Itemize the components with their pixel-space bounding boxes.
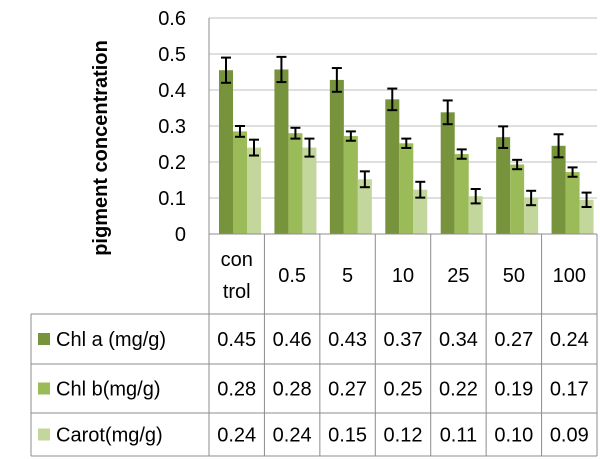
error-bar bbox=[401, 137, 412, 149]
data-label: 0.25 bbox=[384, 379, 423, 401]
error-bar bbox=[553, 133, 564, 159]
data-label: 0.19 bbox=[494, 379, 533, 401]
error-bar bbox=[235, 125, 245, 138]
x-tick-label: 5 bbox=[342, 265, 353, 287]
data-label: 0.24 bbox=[550, 329, 589, 351]
y-tick-label: 0 bbox=[175, 224, 186, 246]
y-tick-label: 0.4 bbox=[158, 80, 186, 102]
error-bar bbox=[304, 137, 315, 158]
data-label: 0.28 bbox=[273, 379, 312, 401]
y-tick-label: 0.2 bbox=[158, 152, 186, 174]
data-label: 0.34 bbox=[439, 329, 478, 351]
data-label: 0.10 bbox=[494, 425, 533, 447]
y-tick-label: 0.6 bbox=[158, 8, 186, 30]
bar bbox=[302, 147, 317, 234]
bars bbox=[219, 69, 594, 234]
error-bar bbox=[512, 158, 523, 171]
data-label: 0.15 bbox=[328, 425, 367, 447]
error-bar bbox=[498, 125, 509, 149]
data-label: 0.24 bbox=[217, 425, 256, 447]
x-tick-label: 50 bbox=[503, 265, 525, 287]
y-axis: 0 0.1 0.2 0.3 0.4 0.5 0.6 bbox=[158, 8, 210, 246]
legend-key bbox=[38, 428, 50, 441]
y-tick-label: 0.3 bbox=[158, 116, 186, 138]
bar bbox=[274, 69, 289, 234]
data-label: 0.46 bbox=[273, 329, 312, 351]
bar bbox=[440, 112, 455, 234]
bar bbox=[233, 131, 247, 234]
data-label: 0.12 bbox=[384, 425, 423, 447]
data-label: 0.11 bbox=[440, 425, 477, 447]
bar bbox=[468, 196, 483, 234]
error-bar bbox=[290, 126, 301, 140]
bar bbox=[496, 137, 511, 234]
data-label: 0.27 bbox=[328, 379, 367, 401]
x-tick-label: 25 bbox=[447, 265, 469, 287]
data-label: 0.28 bbox=[217, 379, 256, 401]
bar bbox=[247, 147, 261, 234]
data-label: 0.17 bbox=[550, 379, 589, 401]
data-table: con trol 0.5 5 10 25 50 100 Chl a (mg/g) 0.45 0.46… bbox=[30, 233, 598, 457]
bar bbox=[399, 143, 414, 234]
bar bbox=[510, 164, 525, 234]
error-bar bbox=[442, 99, 453, 126]
bar bbox=[288, 133, 303, 234]
bar bbox=[524, 198, 539, 234]
bar bbox=[329, 79, 344, 234]
legend-label: Carot(mg/g) bbox=[56, 425, 163, 447]
bar bbox=[551, 145, 566, 234]
bar bbox=[343, 136, 358, 234]
y-tick-label: 0.5 bbox=[158, 44, 186, 66]
legend-key bbox=[38, 382, 50, 395]
data-label: 0.09 bbox=[550, 425, 589, 447]
error-bar bbox=[387, 87, 398, 112]
error-bar bbox=[470, 188, 481, 205]
data-label: 0.24 bbox=[273, 425, 312, 447]
legend-label: Chl a (mg/g) bbox=[56, 329, 166, 351]
data-label: 0.43 bbox=[328, 329, 367, 351]
error-bar bbox=[526, 189, 537, 207]
legend-key bbox=[38, 333, 50, 345]
x-tick-label: con bbox=[221, 249, 253, 271]
legend-label: Chl b(mg/g) bbox=[56, 379, 160, 401]
error-bar bbox=[345, 130, 356, 142]
data-label: 0.37 bbox=[384, 329, 423, 351]
data-label: 0.22 bbox=[439, 379, 478, 401]
error-bar bbox=[221, 56, 231, 84]
data-label: 0.45 bbox=[217, 329, 256, 351]
error-bar bbox=[276, 55, 287, 84]
x-tick-label: 100 bbox=[553, 265, 586, 287]
bar bbox=[413, 189, 428, 234]
error-bar bbox=[415, 180, 426, 199]
error-bar bbox=[331, 67, 342, 93]
bar bbox=[385, 99, 400, 234]
bar bbox=[219, 70, 233, 234]
x-tick-label: 0.5 bbox=[278, 265, 306, 287]
y-tick-label: 0.1 bbox=[158, 188, 186, 210]
error-bars bbox=[221, 55, 592, 208]
error-bar bbox=[581, 191, 592, 208]
error-bar bbox=[567, 166, 578, 178]
y-axis-label: pigment concentration bbox=[90, 40, 112, 256]
error-bar bbox=[249, 138, 259, 157]
bar bbox=[454, 154, 469, 234]
error-bar bbox=[456, 148, 467, 160]
data-label: 0.27 bbox=[494, 329, 533, 351]
x-tick-label: 10 bbox=[392, 265, 414, 287]
bar bbox=[357, 179, 372, 234]
error-bar bbox=[359, 170, 370, 189]
bar bbox=[579, 199, 594, 234]
x-tick-label: trol bbox=[223, 281, 251, 303]
bar bbox=[565, 172, 580, 234]
